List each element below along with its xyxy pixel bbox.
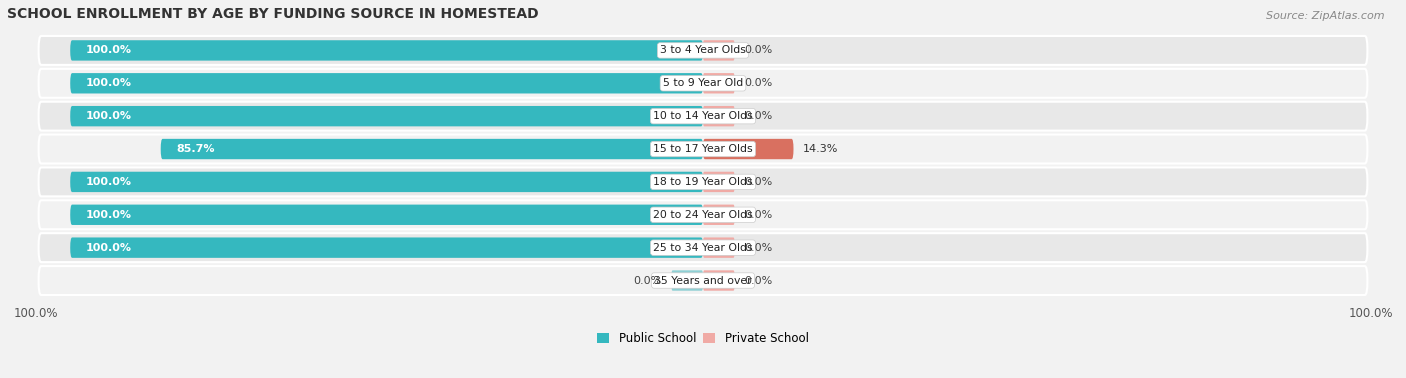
FancyBboxPatch shape [703,237,735,258]
Text: 0.0%: 0.0% [744,78,772,88]
FancyBboxPatch shape [38,102,1368,131]
Text: 100.0%: 100.0% [86,111,132,121]
Text: 85.7%: 85.7% [177,144,215,154]
Text: 0.0%: 0.0% [744,111,772,121]
Text: 100.0%: 100.0% [1348,307,1393,320]
Text: SCHOOL ENROLLMENT BY AGE BY FUNDING SOURCE IN HOMESTEAD: SCHOOL ENROLLMENT BY AGE BY FUNDING SOUR… [7,7,538,21]
Text: 35 Years and over: 35 Years and over [654,276,752,285]
FancyBboxPatch shape [703,139,793,159]
FancyBboxPatch shape [38,200,1368,229]
Text: 0.0%: 0.0% [744,45,772,56]
Text: 0.0%: 0.0% [744,243,772,253]
Text: Source: ZipAtlas.com: Source: ZipAtlas.com [1267,11,1385,21]
Text: 100.0%: 100.0% [86,78,132,88]
Text: 5 to 9 Year Old: 5 to 9 Year Old [662,78,744,88]
FancyBboxPatch shape [38,36,1368,65]
FancyBboxPatch shape [38,135,1368,164]
FancyBboxPatch shape [671,270,703,291]
FancyBboxPatch shape [70,172,703,192]
FancyBboxPatch shape [38,233,1368,262]
FancyBboxPatch shape [703,270,735,291]
Text: 25 to 34 Year Olds: 25 to 34 Year Olds [654,243,752,253]
FancyBboxPatch shape [703,73,735,93]
Text: 100.0%: 100.0% [86,177,132,187]
Text: 3 to 4 Year Olds: 3 to 4 Year Olds [659,45,747,56]
FancyBboxPatch shape [70,106,703,126]
FancyBboxPatch shape [38,266,1368,295]
FancyBboxPatch shape [70,73,703,93]
FancyBboxPatch shape [70,204,703,225]
Text: 100.0%: 100.0% [86,45,132,56]
FancyBboxPatch shape [160,139,703,159]
FancyBboxPatch shape [70,237,703,258]
FancyBboxPatch shape [703,172,735,192]
FancyBboxPatch shape [703,106,735,126]
Text: 0.0%: 0.0% [744,210,772,220]
Text: 100.0%: 100.0% [86,210,132,220]
Text: 14.3%: 14.3% [803,144,838,154]
Text: 100.0%: 100.0% [86,243,132,253]
Text: 0.0%: 0.0% [744,276,772,285]
FancyBboxPatch shape [703,40,735,60]
Text: 100.0%: 100.0% [13,307,58,320]
Text: 20 to 24 Year Olds: 20 to 24 Year Olds [654,210,752,220]
Text: 0.0%: 0.0% [634,276,662,285]
Text: 0.0%: 0.0% [744,177,772,187]
Text: 10 to 14 Year Olds: 10 to 14 Year Olds [654,111,752,121]
FancyBboxPatch shape [38,167,1368,196]
Text: 18 to 19 Year Olds: 18 to 19 Year Olds [654,177,752,187]
Text: 15 to 17 Year Olds: 15 to 17 Year Olds [654,144,752,154]
Legend: Public School, Private School: Public School, Private School [598,332,808,345]
FancyBboxPatch shape [38,69,1368,98]
FancyBboxPatch shape [70,40,703,60]
FancyBboxPatch shape [703,204,735,225]
